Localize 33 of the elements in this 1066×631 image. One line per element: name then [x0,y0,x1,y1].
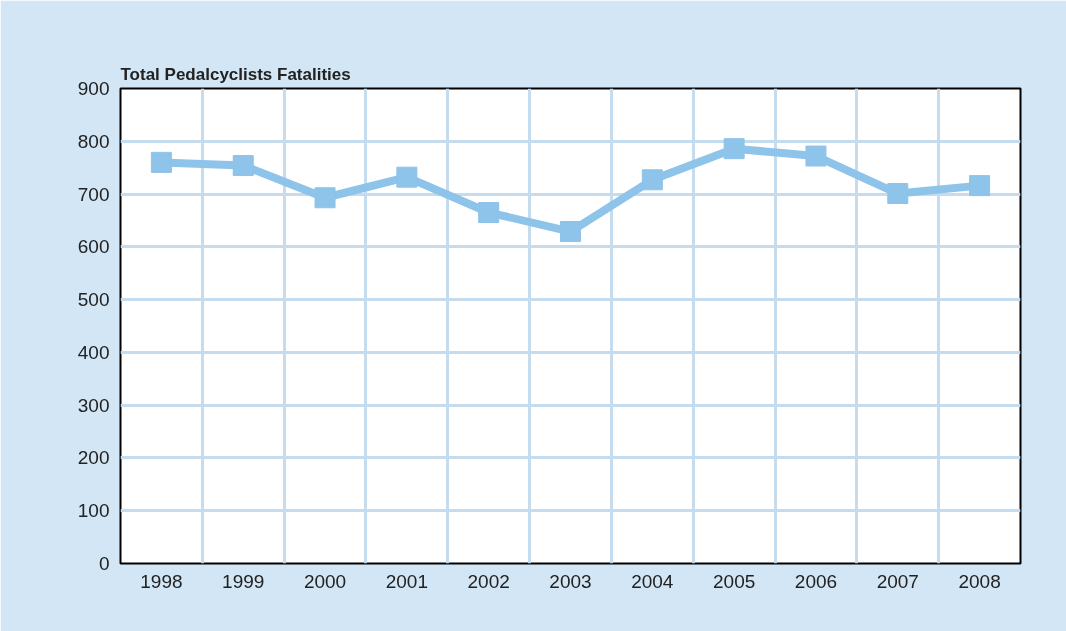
point [887,183,909,205]
x-tick-label: 2000 [303,570,347,592]
x-tick-label: 2003 [549,570,592,592]
x-tick-label: 2008 [958,570,1001,592]
y-tick-label: 300 [77,394,110,416]
y-tick-label: 500 [77,289,110,311]
y-tick-label: 700 [77,183,110,205]
point [560,221,581,243]
point [641,169,663,191]
point [805,145,827,167]
x-tick-label: 2002 [467,570,510,592]
y-tick-label: 200 [77,447,110,469]
point [150,151,172,173]
x-tick-label: 1999 [222,570,265,592]
y-tick-label: 400 [77,341,110,363]
y-tick-label: 900 [77,78,110,99]
y-tick-label: 0 [98,553,110,574]
x-tick-label: 2006 [794,570,838,592]
point [396,166,418,188]
x-tick-label: 2001 [385,570,429,592]
point [232,155,254,177]
point [314,187,336,209]
chart-title: Total Pedalcyclists Fatalities [120,64,351,84]
x-tick-label: 2007 [876,570,919,592]
x-tick-label: 2004 [631,570,674,592]
x-tick-label: 1998 [140,570,183,592]
x-tick-label: 2005 [713,570,756,592]
point [478,202,500,224]
y-tick-label: 600 [77,236,110,258]
y-tick-label: 800 [77,130,110,152]
y-tick-label: 100 [77,500,110,522]
point [969,175,991,197]
point [723,138,745,160]
